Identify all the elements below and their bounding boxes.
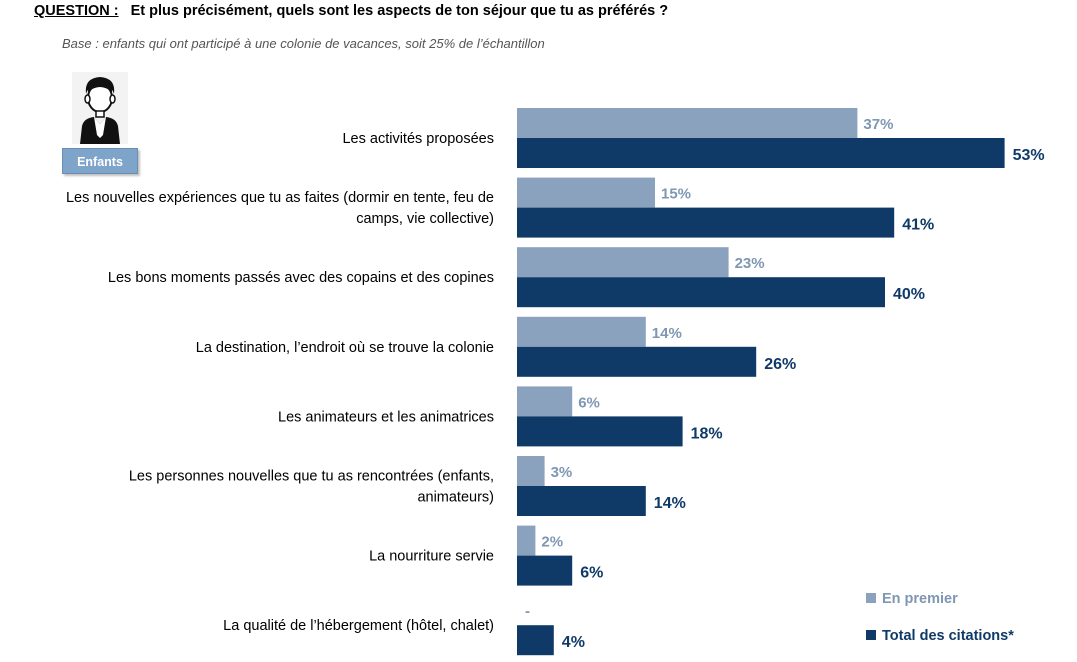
category-label: Les animateurs et les animatrices — [278, 409, 494, 425]
legend-total-label: Total des citations* — [882, 628, 1014, 644]
bar-en-premier — [517, 456, 545, 486]
legend-swatch-dark — [866, 630, 876, 640]
legend-en-premier: En premier — [866, 591, 958, 607]
bar-en-premier — [517, 177, 655, 208]
data-label-en-premier: 2% — [541, 534, 563, 551]
data-label-total: 18% — [691, 425, 723, 442]
category-label: Les nouvelles expériences que tu as fait… — [66, 190, 494, 206]
data-label-total: 14% — [654, 495, 686, 512]
legend-swatch-light — [866, 593, 876, 603]
bar-total — [517, 416, 683, 447]
bar-total — [517, 486, 646, 516]
legend-total: Total des citations* — [866, 628, 1014, 644]
bar-en-premier — [517, 386, 573, 417]
bar-total — [517, 346, 757, 377]
data-label-en-premier: - — [525, 603, 530, 620]
child-avatar-icon — [72, 72, 128, 144]
bar-total — [517, 277, 885, 308]
bar-en-premier — [517, 108, 858, 138]
data-label-total: 26% — [764, 356, 796, 373]
category-label: Les activités proposées — [342, 131, 494, 147]
data-label-en-premier: 37% — [863, 116, 893, 133]
question-label: QUESTION : — [34, 3, 119, 19]
category-label: La destination, l’endroit où se trouve l… — [196, 340, 494, 356]
category-label: La nourriture servie — [369, 549, 494, 565]
category-label: La qualité de l’hébergement (hôtel, chal… — [223, 618, 494, 634]
category-label: Les bons moments passés avec des copains… — [108, 270, 494, 286]
category-label: animateurs) — [417, 490, 494, 506]
data-label-total: 53% — [1013, 147, 1045, 164]
bar-total — [517, 138, 1005, 168]
category-label: Les personnes nouvelles que tu as rencon… — [129, 469, 494, 485]
data-label-total: 6% — [580, 565, 603, 582]
bar-total — [517, 207, 895, 238]
base-note: Base : enfants qui ont participé à une c… — [62, 36, 545, 51]
bar-en-premier — [517, 316, 646, 347]
category-label: camps, vie collective) — [356, 211, 494, 227]
legend-en-premier-label: En premier — [882, 591, 958, 607]
enfants-badge: Enfants — [62, 148, 138, 174]
data-label-en-premier: 15% — [661, 186, 691, 203]
bar-total — [517, 555, 573, 586]
data-label-total: 41% — [902, 217, 934, 234]
data-label-en-premier: 23% — [735, 255, 765, 272]
data-label-total: 40% — [893, 286, 925, 303]
data-label-total: 4% — [562, 634, 585, 651]
data-label-en-premier: 3% — [551, 464, 573, 481]
bar-en-premier — [517, 525, 536, 556]
data-label-en-premier: 14% — [652, 325, 682, 342]
question-text: Et plus précisément, quels sont les aspe… — [130, 3, 669, 19]
bar-en-premier — [517, 247, 729, 278]
question-heading: QUESTION : Et plus précisément, quels so… — [34, 3, 668, 19]
data-label-en-premier: 6% — [578, 394, 600, 411]
bar-total — [517, 625, 554, 656]
